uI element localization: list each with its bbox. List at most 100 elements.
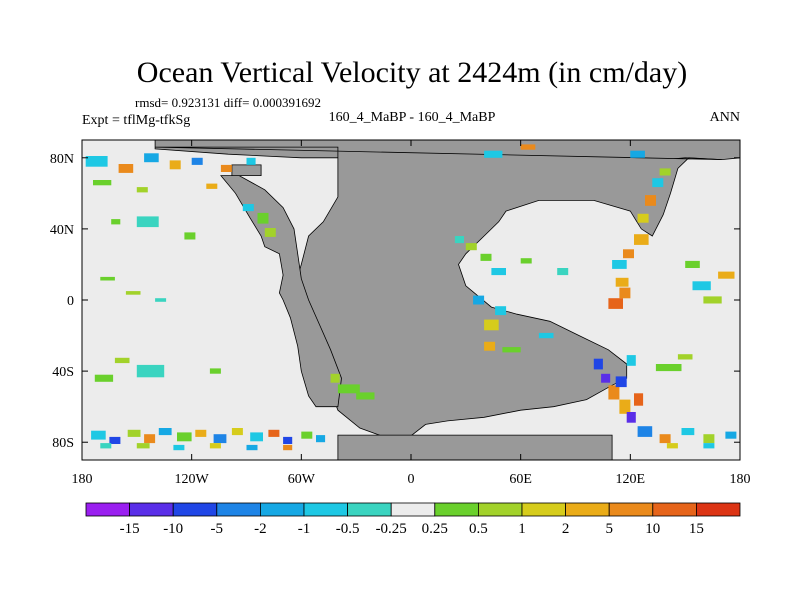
colorbar-label: 5 xyxy=(605,521,613,537)
velocity-cell xyxy=(454,236,464,244)
velocity-cell xyxy=(209,368,221,374)
velocity-cell xyxy=(127,429,141,437)
velocity-cell xyxy=(94,374,114,382)
colorbar-swatch xyxy=(216,502,261,517)
velocity-cell xyxy=(652,178,664,188)
velocity-cell xyxy=(195,429,207,437)
colorbar-label: -2 xyxy=(254,521,267,537)
velocity-cell xyxy=(109,436,121,444)
velocity-cell xyxy=(692,281,711,291)
velocity-cell xyxy=(268,429,280,437)
velocity-cell xyxy=(634,234,649,245)
velocity-cell xyxy=(480,253,492,261)
velocity-cell xyxy=(491,268,506,276)
velocity-cell xyxy=(593,358,603,370)
colorbar-swatch xyxy=(565,502,610,517)
velocity-cell xyxy=(630,150,645,158)
velocity-cell xyxy=(118,164,134,173)
season-label: ANN xyxy=(710,110,740,125)
velocity-cell xyxy=(114,357,130,364)
colorbar-label: -5 xyxy=(211,521,224,537)
velocity-cell xyxy=(626,355,636,366)
colorbar-label: -10 xyxy=(163,521,183,537)
velocity-cell xyxy=(608,298,623,309)
expt-line: Expt = tflMg-tfkSg xyxy=(82,113,190,128)
colorbar-label: -0.5 xyxy=(336,521,360,537)
velocity-cell xyxy=(659,168,671,176)
velocity-cell xyxy=(473,295,485,305)
velocity-cell xyxy=(718,271,735,279)
colorbar-swatch xyxy=(303,502,348,517)
colorbar-swatch xyxy=(608,502,654,517)
velocity-cell xyxy=(136,364,165,378)
velocity-cell xyxy=(125,291,141,295)
x-tick-label: 60E xyxy=(509,472,532,487)
velocity-cell xyxy=(283,436,293,444)
y-axis: 80N 40N 0 40S 80S xyxy=(50,152,740,451)
velocity-cell xyxy=(520,144,536,150)
land-mass xyxy=(220,175,342,408)
velocity-cell xyxy=(666,443,678,449)
velocity-cell xyxy=(703,443,715,449)
y-tick-label: 80S xyxy=(52,436,74,451)
velocity-cell xyxy=(557,268,569,276)
velocity-cell xyxy=(703,296,722,304)
velocity-cell xyxy=(538,332,554,339)
colorbar-label: 1 xyxy=(518,521,526,537)
colorbar-label: 0.5 xyxy=(469,521,488,537)
velocity-cell xyxy=(655,364,682,372)
velocity-cell xyxy=(246,157,256,165)
colorbar-swatch xyxy=(129,502,174,517)
velocity-cell xyxy=(242,204,254,212)
velocity-cell xyxy=(623,249,634,259)
velocity-cell xyxy=(484,341,496,351)
velocity-cell xyxy=(608,385,620,400)
velocity-cell xyxy=(100,276,115,281)
colorbar-swatch xyxy=(259,502,305,517)
velocity-cell xyxy=(206,183,218,189)
velocity-cell xyxy=(100,443,112,449)
velocity-cell xyxy=(169,160,181,170)
velocity-cell xyxy=(136,187,148,193)
map-area xyxy=(81,139,741,461)
velocity-cell xyxy=(659,434,671,444)
colorbar-label: -0.25 xyxy=(376,521,407,537)
velocity-cell xyxy=(136,216,159,228)
velocity-cell xyxy=(484,319,499,331)
colorbar-label: -15 xyxy=(120,521,140,537)
velocity-cell xyxy=(685,260,700,268)
velocity-cell xyxy=(257,212,269,224)
colorbar-swatch xyxy=(390,502,436,517)
velocity-cell xyxy=(158,428,172,436)
velocity-cell xyxy=(626,412,636,423)
colorbar-label: 0.25 xyxy=(422,521,448,537)
x-axis: 180 120W 60W 0 60E 120E 180 xyxy=(72,140,751,487)
velocity-cell xyxy=(91,430,106,440)
colorbar-swatch xyxy=(85,502,130,517)
velocity-cell xyxy=(220,164,232,172)
velocity-cell xyxy=(615,376,627,388)
x-tick-label: 120W xyxy=(175,472,210,487)
colorbar-swatch xyxy=(652,502,697,517)
velocity-cell xyxy=(601,373,611,383)
velocity-cell xyxy=(155,298,167,302)
colorbar: -15 -10 -5 -2 -1 -0.5 -0.25 0.25 0.5 1 2 5 10 15 xyxy=(85,502,741,537)
velocity-cell xyxy=(250,432,263,442)
velocity-cell xyxy=(520,258,532,264)
y-tick-label: 40N xyxy=(50,223,74,238)
velocity-cell xyxy=(612,260,627,269)
colorbar-swatch xyxy=(696,502,741,517)
velocity-cell xyxy=(191,157,203,165)
velocity-cell xyxy=(330,373,340,383)
x-tick-label: 120E xyxy=(616,472,646,487)
velocity-cell xyxy=(677,354,693,360)
velocity-cell xyxy=(191,381,207,389)
velocity-cell xyxy=(111,219,121,225)
colorbar-swatch xyxy=(172,502,218,517)
velocity-cell xyxy=(136,443,150,449)
velocity-cell xyxy=(264,228,276,237)
velocity-cell xyxy=(184,232,196,240)
velocity-cell xyxy=(209,443,221,449)
velocity-cell xyxy=(465,243,477,251)
y-tick-label: 40S xyxy=(52,365,74,380)
